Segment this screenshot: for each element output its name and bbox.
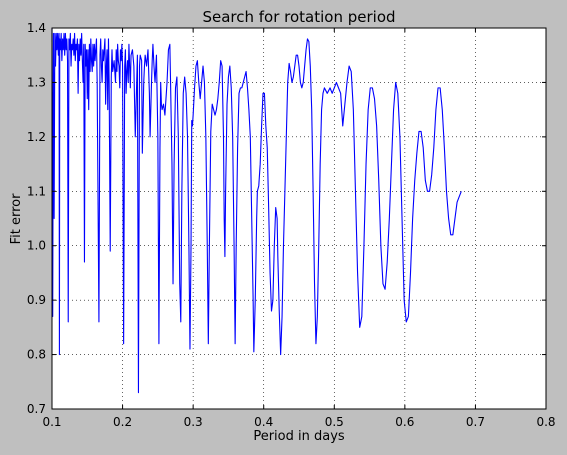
y-tick-label: 1.0 xyxy=(27,239,46,253)
x-tick-label: 0.3 xyxy=(184,415,203,429)
series-line-0 xyxy=(51,27,462,394)
y-tick-label: 0.8 xyxy=(27,348,46,362)
x-axis-label: Period in days xyxy=(253,429,345,444)
x-tick-label: 0.8 xyxy=(536,415,555,429)
tick-labels: 0.1 0.2 0.3 0.4 0.5 0.6 0.7 0.8 0.7 0.8 0.9 1.0 1.1 1… xyxy=(27,21,556,429)
x-tick-label: 0.6 xyxy=(395,415,414,429)
x-tick-label: 0.5 xyxy=(325,415,344,429)
chart-title: Search for rotation period xyxy=(202,8,395,26)
x-tick-label: 0.2 xyxy=(113,415,132,429)
y-tick-label: 0.7 xyxy=(27,402,46,416)
x-tick-label: 0.7 xyxy=(466,415,485,429)
y-axis-label: Fit error xyxy=(9,193,24,245)
y-tick-label: 1.3 xyxy=(27,75,46,89)
x-tick-label: 0.1 xyxy=(42,415,61,429)
y-tick-label: 1.4 xyxy=(27,21,46,35)
tick-marks xyxy=(51,27,547,410)
y-tick-label: 0.9 xyxy=(27,293,46,307)
x-tick-label: 0.4 xyxy=(254,415,273,429)
y-tick-label: 1.1 xyxy=(27,184,46,198)
plot-frame xyxy=(51,27,547,410)
y-tick-label: 1.2 xyxy=(27,130,46,144)
series xyxy=(51,27,462,394)
